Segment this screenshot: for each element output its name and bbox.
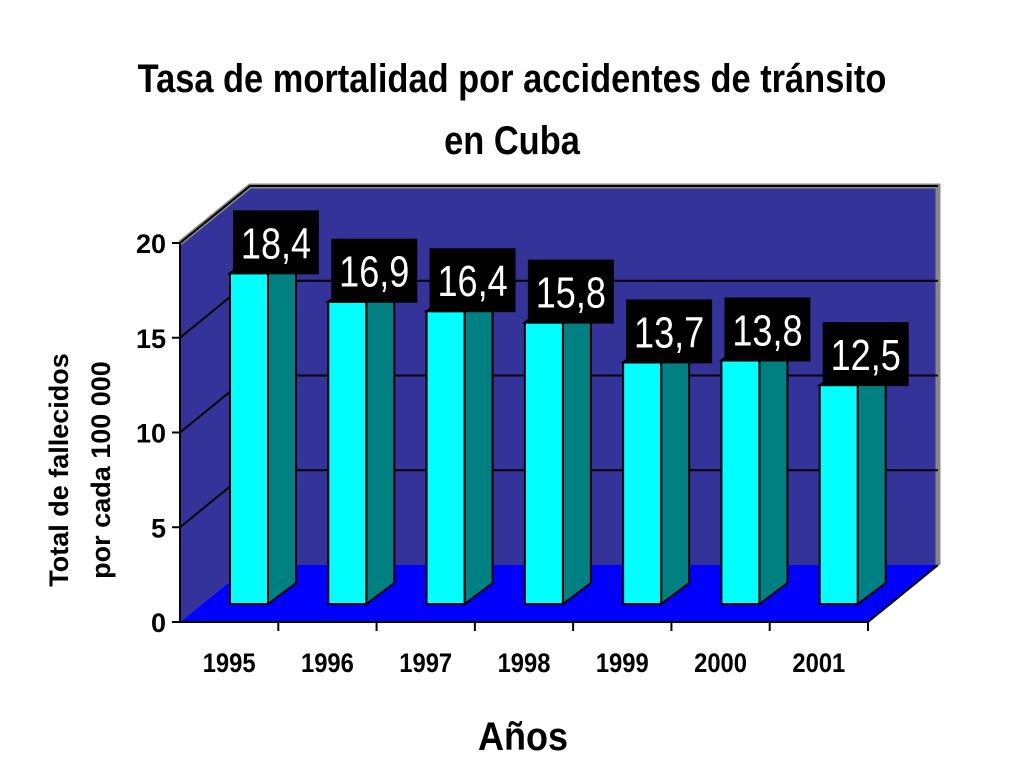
x-tick-label: 2000: [694, 649, 747, 679]
x-tick-label: 1995: [203, 649, 256, 679]
bar-side: [758, 337, 789, 606]
value-label: 12,5: [831, 331, 901, 380]
bar-side: [463, 288, 494, 606]
value-label: 16,9: [339, 247, 409, 296]
bar: [720, 359, 761, 605]
x-tick-label: 1996: [301, 649, 354, 679]
gridline: [179, 185, 938, 244]
bar-side: [561, 299, 592, 606]
value-label-box: [822, 322, 909, 387]
bar-side: [365, 278, 396, 606]
bar-side: [267, 250, 297, 606]
value-label: 15,8: [536, 268, 606, 317]
bar: [425, 310, 466, 605]
x-tick-label: 1997: [399, 649, 452, 679]
y-tick-label: 20: [136, 229, 166, 259]
bar: [229, 272, 269, 605]
bar: [523, 321, 564, 605]
value-label-box: [233, 210, 319, 275]
x-tick-label: 1998: [498, 649, 551, 679]
bar-side: [660, 339, 691, 606]
axis-titles: Años Total de fallecidos por cada 100 00…: [44, 353, 568, 759]
value-label: 16,4: [437, 257, 507, 306]
value-label: 13,7: [634, 308, 704, 357]
y-axis-title-line-1: Total de fallecidos: [44, 353, 74, 587]
bar: [622, 361, 663, 606]
x-axis-title: Años: [478, 715, 568, 759]
value-label-box: [331, 238, 418, 303]
x-tick-label: 2001: [792, 649, 845, 679]
value-label-box: [429, 248, 516, 313]
chart-title-line-2: en Cuba: [444, 119, 580, 163]
x-tick-label: 1999: [596, 649, 649, 679]
value-labels: 18,4 16,9 16,4 15,8 13,7 13,8 12,5: [233, 210, 909, 387]
value-label-box: [626, 299, 713, 364]
floor-edge: [867, 564, 939, 623]
y-axis-title-line-2: por cada 100 000: [86, 361, 116, 579]
value-label-box: [724, 297, 811, 362]
y-tick-label: 10: [136, 419, 166, 449]
bar: [818, 384, 859, 605]
y-tick-label: 5: [151, 513, 166, 543]
chart-title-line-1: Tasa de mortalidad por accidentes de trá…: [137, 57, 887, 101]
bar: [327, 300, 368, 605]
value-label-box: [527, 259, 614, 324]
value-label: 18,4: [241, 219, 311, 268]
y-tick-label: 15: [136, 324, 166, 354]
chart-title: Tasa de mortalidad por accidentes de trá…: [72, 48, 953, 172]
value-label: 13,8: [732, 306, 802, 355]
axes: 0 5 10 15 20 1995 1996 1997 1998 1999 2000 2001: [136, 229, 869, 679]
y-tick-label: 0: [151, 608, 166, 638]
bar-side: [856, 362, 887, 606]
